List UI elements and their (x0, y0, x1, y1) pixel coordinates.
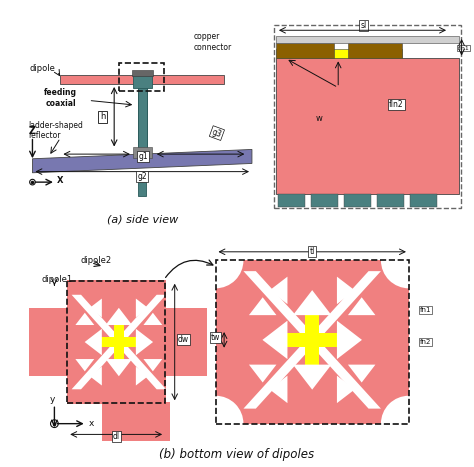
FancyBboxPatch shape (276, 58, 459, 194)
FancyBboxPatch shape (276, 49, 402, 58)
FancyBboxPatch shape (311, 194, 338, 207)
Text: copper
connector: copper connector (193, 32, 232, 52)
FancyBboxPatch shape (276, 43, 334, 58)
Polygon shape (244, 271, 381, 409)
Polygon shape (144, 359, 162, 371)
FancyBboxPatch shape (28, 308, 67, 376)
FancyBboxPatch shape (101, 402, 171, 441)
FancyBboxPatch shape (305, 302, 319, 378)
Polygon shape (75, 313, 94, 325)
Polygon shape (293, 290, 331, 315)
Text: g2: g2 (137, 172, 147, 181)
Polygon shape (337, 375, 355, 403)
Text: h: h (100, 112, 105, 121)
Text: tl: tl (310, 247, 315, 256)
Text: fn1: fn1 (419, 307, 431, 313)
Text: tw: tw (211, 333, 220, 342)
FancyBboxPatch shape (166, 308, 207, 376)
Polygon shape (136, 329, 153, 355)
Polygon shape (136, 367, 148, 386)
Text: dw: dw (178, 335, 189, 344)
Text: X: X (57, 177, 64, 185)
FancyBboxPatch shape (377, 194, 404, 207)
FancyBboxPatch shape (133, 147, 152, 158)
Text: w: w (315, 113, 322, 123)
FancyBboxPatch shape (132, 70, 153, 76)
Text: g3: g3 (211, 127, 223, 139)
Text: dipole1: dipole1 (42, 275, 73, 284)
Text: g1: g1 (138, 152, 148, 161)
FancyBboxPatch shape (138, 173, 146, 196)
FancyBboxPatch shape (244, 271, 381, 409)
FancyBboxPatch shape (216, 261, 409, 424)
Text: y: y (50, 395, 55, 404)
FancyBboxPatch shape (114, 316, 124, 368)
Polygon shape (90, 367, 102, 386)
Text: dipole: dipole (30, 64, 56, 73)
Polygon shape (270, 276, 287, 304)
Polygon shape (72, 295, 166, 389)
Circle shape (188, 233, 244, 288)
Polygon shape (249, 365, 276, 382)
Polygon shape (348, 365, 375, 382)
Polygon shape (144, 313, 162, 325)
Polygon shape (85, 329, 102, 355)
Polygon shape (337, 321, 362, 359)
Text: ladder-shaped
reflector: ladder-shaped reflector (28, 121, 82, 141)
Polygon shape (32, 149, 252, 173)
Text: feeding
coaxial: feeding coaxial (44, 88, 77, 108)
Polygon shape (106, 359, 132, 376)
Text: fn2: fn2 (419, 339, 431, 345)
Text: (b) bottom view of dipoles: (b) bottom view of dipoles (159, 448, 315, 461)
Polygon shape (244, 271, 381, 409)
FancyBboxPatch shape (67, 280, 166, 404)
Polygon shape (136, 298, 148, 318)
FancyBboxPatch shape (410, 194, 438, 207)
Text: dl: dl (113, 432, 120, 441)
Text: (a) side view: (a) side view (107, 214, 178, 225)
Circle shape (381, 396, 437, 452)
FancyBboxPatch shape (93, 337, 145, 347)
Polygon shape (348, 297, 375, 315)
Polygon shape (270, 375, 287, 403)
Polygon shape (75, 359, 94, 371)
Circle shape (188, 396, 244, 452)
Text: Z: Z (29, 126, 36, 136)
FancyBboxPatch shape (72, 295, 166, 389)
Text: dipole2: dipole2 (80, 256, 111, 265)
Polygon shape (249, 297, 276, 315)
FancyBboxPatch shape (344, 194, 371, 207)
Polygon shape (263, 321, 287, 359)
Circle shape (381, 233, 437, 288)
Polygon shape (337, 276, 355, 304)
Text: fln2: fln2 (389, 100, 404, 109)
FancyBboxPatch shape (137, 83, 147, 149)
Polygon shape (72, 295, 166, 389)
FancyBboxPatch shape (61, 75, 224, 84)
FancyBboxPatch shape (274, 333, 350, 347)
FancyBboxPatch shape (278, 194, 305, 207)
FancyBboxPatch shape (133, 75, 152, 88)
FancyBboxPatch shape (276, 36, 459, 43)
FancyBboxPatch shape (348, 43, 402, 58)
Polygon shape (90, 298, 102, 318)
Polygon shape (106, 308, 132, 325)
Polygon shape (293, 365, 331, 389)
Text: sl: sl (360, 21, 366, 30)
Text: x: x (89, 419, 94, 428)
Text: fln1: fln1 (458, 46, 469, 51)
